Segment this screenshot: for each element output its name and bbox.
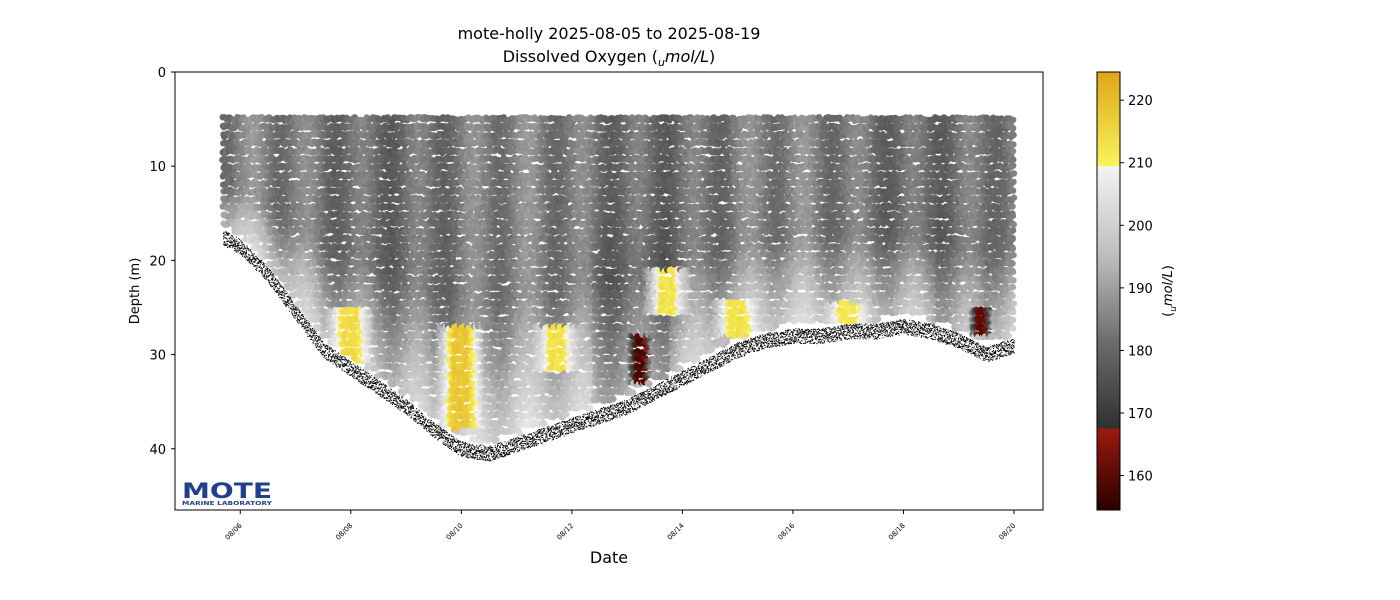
oxygen-samples [219, 114, 1018, 445]
chart-title: mote-holly 2025-08-05 to 2025-08-19 [0, 24, 1218, 43]
chart-subtitle: Dissolved Oxygen (umol/L) [0, 47, 1218, 69]
